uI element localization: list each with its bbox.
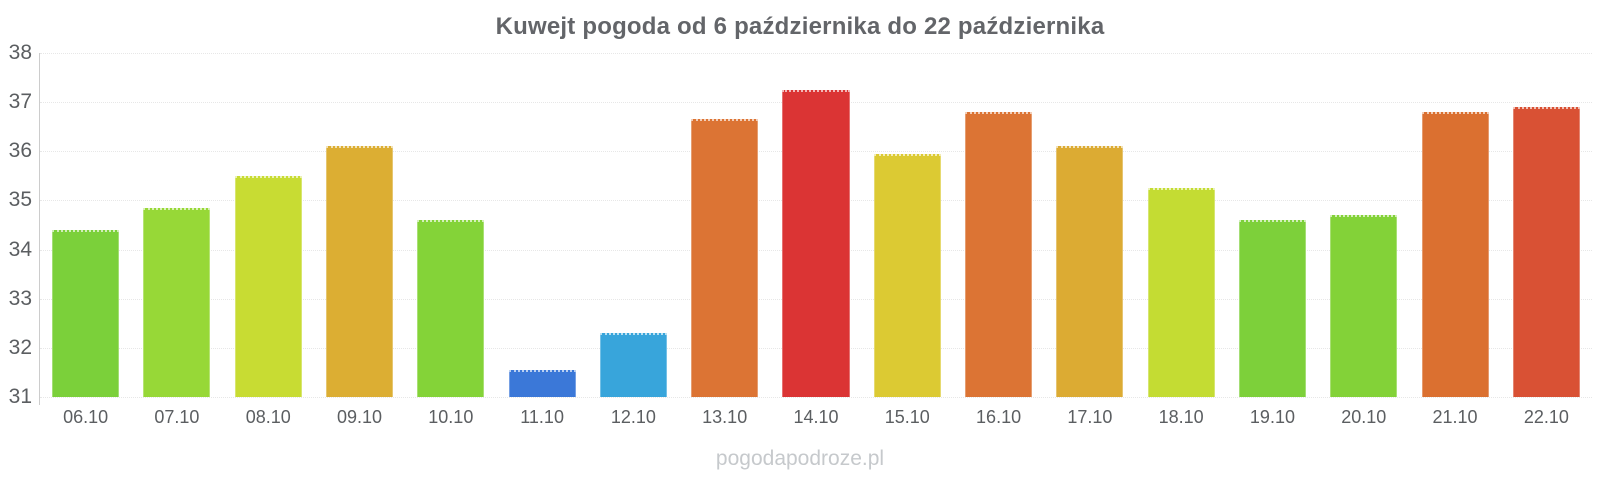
x-axis-label: 14.10 bbox=[793, 407, 839, 427]
bar-21.10[interactable] bbox=[1421, 111, 1489, 397]
x-axis-label: 18.10 bbox=[1158, 407, 1204, 427]
watermark-text: pogodapodroze.pl bbox=[715, 447, 885, 470]
bar-16.10[interactable] bbox=[965, 111, 1033, 397]
plot-area: 31 32 33 34 35 36 37 38 06.10 07.10 08.10 09.10 10.1… bbox=[9, 41, 1592, 427]
x-axis-label: 19.10 bbox=[1249, 407, 1295, 427]
bar-12.10[interactable] bbox=[599, 333, 667, 397]
bar-15.10[interactable] bbox=[873, 153, 941, 397]
y-axis-label: 34 bbox=[8, 237, 32, 261]
x-axis-label: 07.10 bbox=[154, 407, 200, 427]
chart-title: Kuwejt pogoda od 6 października do 22 pa… bbox=[495, 13, 1105, 40]
bar-10.10[interactable] bbox=[417, 220, 485, 397]
gridline bbox=[40, 53, 1592, 54]
x-axis-label: 22.10 bbox=[1523, 407, 1569, 427]
bar-20.10[interactable] bbox=[1330, 215, 1398, 397]
x-axis-label: 11.10 bbox=[520, 407, 564, 427]
bar-13.10[interactable] bbox=[691, 119, 759, 397]
x-axis-label: 06.10 bbox=[63, 407, 109, 427]
y-axis-label: 35 bbox=[8, 188, 32, 212]
y-axis-label: 31 bbox=[8, 385, 32, 408]
y-axis-label: 38 bbox=[8, 41, 32, 64]
x-axis-label: 13.10 bbox=[702, 407, 748, 427]
bar-06.10[interactable] bbox=[52, 229, 120, 397]
x-axis-label: 09.10 bbox=[336, 407, 383, 427]
y-axis-label: 36 bbox=[8, 139, 32, 163]
x-axis-label: 08.10 bbox=[245, 407, 291, 427]
gridline bbox=[40, 397, 1592, 398]
bar-09.10[interactable] bbox=[325, 146, 394, 397]
y-axis-line bbox=[39, 53, 40, 405]
bar-22.10[interactable] bbox=[1512, 107, 1580, 397]
x-axis-label: 21.10 bbox=[1432, 407, 1478, 427]
bar-17.10[interactable] bbox=[1056, 146, 1124, 397]
x-axis-label: 16.10 bbox=[976, 407, 1022, 427]
bar-08.10[interactable] bbox=[234, 175, 302, 397]
x-axis-label: 15.10 bbox=[884, 407, 930, 427]
x-axis-label: 20.10 bbox=[1341, 407, 1387, 427]
bar-07.10[interactable] bbox=[143, 207, 211, 397]
bar-14.10[interactable] bbox=[782, 89, 850, 397]
x-axis-label: 17.10 bbox=[1067, 407, 1113, 427]
bar-11.10[interactable] bbox=[508, 369, 576, 397]
x-axis-label: 10.10 bbox=[428, 407, 474, 427]
x-axis-label: 12.10 bbox=[610, 407, 656, 427]
y-axis-label: 33 bbox=[8, 286, 32, 310]
y-axis-label: 32 bbox=[8, 335, 32, 359]
bar-18.10[interactable] bbox=[1147, 188, 1215, 397]
bar-19.10[interactable] bbox=[1238, 220, 1306, 397]
y-axis-label: 37 bbox=[8, 90, 32, 114]
